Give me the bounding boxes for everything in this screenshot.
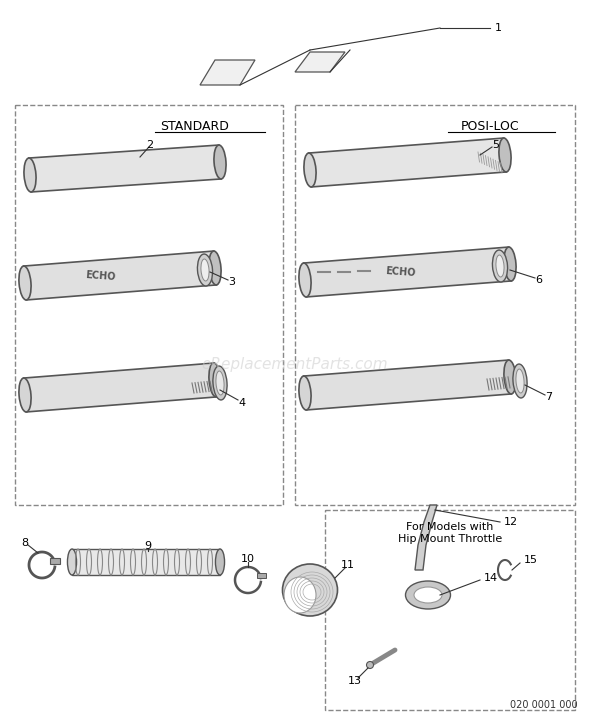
Ellipse shape: [504, 360, 516, 394]
Text: 4: 4: [238, 398, 245, 408]
Polygon shape: [295, 52, 345, 72]
Ellipse shape: [19, 378, 31, 412]
Ellipse shape: [213, 366, 227, 400]
Bar: [257, 573, 266, 578]
Text: 020 0001 000: 020 0001 000: [510, 700, 578, 710]
Text: 8: 8: [21, 538, 28, 548]
Ellipse shape: [198, 254, 212, 286]
Text: 2: 2: [146, 140, 153, 150]
Ellipse shape: [299, 263, 311, 297]
Ellipse shape: [209, 363, 221, 397]
Ellipse shape: [366, 662, 373, 669]
Ellipse shape: [283, 564, 337, 616]
Text: 10: 10: [241, 554, 255, 564]
Ellipse shape: [304, 153, 316, 187]
Text: 15: 15: [524, 555, 538, 565]
Polygon shape: [24, 363, 217, 412]
Text: 6: 6: [536, 275, 542, 285]
Text: For Models with
Hip Mount Throttle: For Models with Hip Mount Throttle: [398, 522, 502, 544]
Ellipse shape: [299, 376, 311, 410]
Ellipse shape: [214, 145, 226, 179]
Text: ECHO: ECHO: [84, 270, 116, 282]
Ellipse shape: [405, 581, 451, 609]
Polygon shape: [304, 360, 512, 410]
Bar: [15, 105, 283, 505]
Polygon shape: [29, 145, 221, 192]
Text: 12: 12: [504, 517, 518, 527]
Text: 13: 13: [348, 676, 362, 686]
Ellipse shape: [67, 549, 77, 575]
Text: POSI-LOC: POSI-LOC: [461, 120, 519, 133]
Polygon shape: [24, 251, 217, 300]
Bar: [325, 510, 575, 710]
Polygon shape: [415, 505, 437, 570]
Text: 5: 5: [493, 140, 500, 150]
Ellipse shape: [513, 364, 527, 398]
Bar: [50, 558, 60, 564]
Polygon shape: [72, 549, 220, 575]
Ellipse shape: [414, 587, 442, 603]
Polygon shape: [304, 247, 512, 297]
Polygon shape: [309, 138, 506, 187]
Ellipse shape: [284, 577, 316, 613]
Ellipse shape: [209, 251, 221, 285]
Ellipse shape: [496, 255, 504, 277]
Ellipse shape: [19, 266, 31, 300]
Text: 9: 9: [145, 541, 152, 551]
Text: 14: 14: [484, 573, 498, 583]
Ellipse shape: [201, 259, 209, 281]
Ellipse shape: [24, 158, 36, 192]
Ellipse shape: [499, 138, 511, 172]
Text: ECHO: ECHO: [385, 266, 415, 278]
Text: eReplacementParts.com: eReplacementParts.com: [202, 357, 388, 372]
Ellipse shape: [493, 250, 507, 282]
Text: 11: 11: [341, 560, 355, 570]
Bar: [295, 105, 575, 505]
Ellipse shape: [216, 371, 224, 395]
Ellipse shape: [516, 369, 524, 393]
Text: STANDARD: STANDARD: [160, 120, 230, 133]
Ellipse shape: [215, 549, 225, 575]
Text: 1: 1: [495, 23, 502, 33]
Polygon shape: [200, 60, 255, 85]
Ellipse shape: [504, 247, 516, 281]
Text: 7: 7: [545, 392, 553, 402]
Text: 3: 3: [228, 277, 235, 287]
